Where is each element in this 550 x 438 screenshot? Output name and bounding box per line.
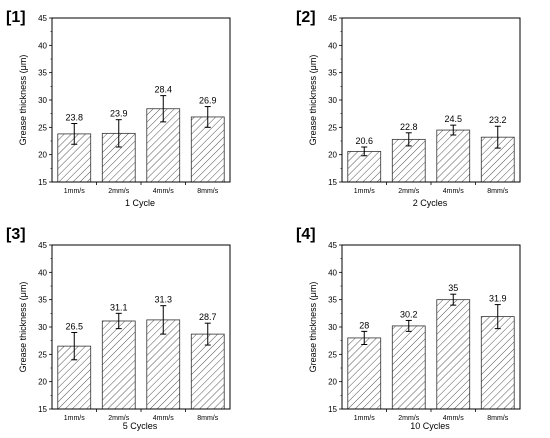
panel-tag: [1] xyxy=(6,9,26,26)
y-tick-label: 25 xyxy=(328,123,337,132)
x-tick-label: 1mm/s xyxy=(64,415,86,422)
y-tick-label: 30 xyxy=(328,323,337,332)
y-tick-label: 20 xyxy=(328,378,337,387)
data-label: 23.8 xyxy=(65,113,83,123)
y-tick-label: 25 xyxy=(38,123,47,132)
data-label: 28.4 xyxy=(154,85,172,95)
panel-tag: [2] xyxy=(296,9,316,26)
bar xyxy=(391,138,426,183)
y-tick-label: 30 xyxy=(328,96,337,105)
data-label: 35 xyxy=(448,283,458,293)
bar xyxy=(480,316,515,410)
x-axis-label: 10 Cycles xyxy=(410,421,450,431)
x-tick-label: 4mm/s xyxy=(443,188,465,195)
data-label: 23.9 xyxy=(110,109,128,119)
data-label: 24.5 xyxy=(444,114,462,124)
y-tick-label: 35 xyxy=(328,69,337,78)
x-tick-label: 8mm/s xyxy=(487,188,509,195)
x-tick-label: 1mm/s xyxy=(354,188,376,195)
data-label: 22.8 xyxy=(400,122,418,132)
x-axis-label: 2 Cycles xyxy=(413,198,448,208)
y-tick-label: 40 xyxy=(38,268,47,277)
y-tick-label: 25 xyxy=(38,350,47,359)
data-label: 28.7 xyxy=(199,312,217,322)
data-label: 20.6 xyxy=(355,136,373,146)
data-label: 26.9 xyxy=(199,96,217,106)
chart-panel-2: [2] Grease thickness (μm) 2 Cycles 20.6 1… xyxy=(296,9,521,208)
y-tick-label: 20 xyxy=(38,378,47,387)
y-tick-label: 15 xyxy=(328,178,337,187)
x-tick-label: 8mm/s xyxy=(197,188,219,195)
y-tick-label: 40 xyxy=(328,268,337,277)
y-tick-label: 30 xyxy=(38,323,47,332)
y-tick-label: 45 xyxy=(38,241,47,250)
y-tick-label: 15 xyxy=(328,405,337,414)
data-label: 31.3 xyxy=(154,295,172,305)
plot-frame xyxy=(51,244,231,410)
x-tick-label: 1mm/s xyxy=(354,415,376,422)
y-tick-label: 25 xyxy=(328,350,337,359)
chart-panel-1: [1] Grease thickness (μm) 1 Cycle 23.8 1m… xyxy=(6,9,231,208)
x-tick-label: 2mm/s xyxy=(398,188,420,195)
y-tick-label: 15 xyxy=(38,405,47,414)
data-label: 31.9 xyxy=(489,294,507,304)
bar xyxy=(436,299,471,410)
x-axis-label: 5 Cycles xyxy=(123,421,158,431)
x-tick-label: 4mm/s xyxy=(443,415,465,422)
data-label: 31.1 xyxy=(110,302,128,312)
y-axis-label: Grease thickness (μm) xyxy=(18,55,28,146)
x-tick-label: 1mm/s xyxy=(64,188,86,195)
chart-panel-3: [3] Grease thickness (μm) 5 Cycles 26.5 1… xyxy=(6,226,231,431)
panel-tag: [3] xyxy=(6,226,26,243)
y-tick-label: 45 xyxy=(38,14,47,23)
bar xyxy=(436,129,471,183)
data-label: 23.2 xyxy=(489,115,507,125)
y-tick-label: 45 xyxy=(328,14,337,23)
y-tick-label: 20 xyxy=(328,151,337,160)
y-tick-label: 20 xyxy=(38,151,47,160)
y-tick-label: 35 xyxy=(38,69,47,78)
x-tick-label: 4mm/s xyxy=(153,415,175,422)
y-tick-label: 35 xyxy=(38,296,47,305)
plot-frame xyxy=(341,244,521,410)
bar xyxy=(391,325,426,410)
x-tick-label: 2mm/s xyxy=(398,415,420,422)
y-tick-label: 35 xyxy=(328,296,337,305)
x-tick-label: 2mm/s xyxy=(108,415,130,422)
y-tick-label: 40 xyxy=(38,41,47,50)
chart-panel-4: [4] Grease thickness (μm) 10 Cycles 28 1m… xyxy=(296,226,521,431)
y-tick-label: 30 xyxy=(38,96,47,105)
bar xyxy=(347,337,382,410)
x-tick-label: 2mm/s xyxy=(108,188,130,195)
data-label: 28 xyxy=(359,320,369,330)
y-axis-label: Grease thickness (μm) xyxy=(308,55,318,146)
plot-frame xyxy=(51,17,231,183)
x-tick-label: 4mm/s xyxy=(153,188,175,195)
x-tick-label: 8mm/s xyxy=(487,415,509,422)
y-tick-label: 45 xyxy=(328,241,337,250)
x-axis-label: 1 Cycle xyxy=(125,198,155,208)
y-axis-label: Grease thickness (μm) xyxy=(18,282,28,373)
data-label: 30.2 xyxy=(400,309,418,319)
plot-frame xyxy=(341,17,521,183)
y-tick-label: 15 xyxy=(38,178,47,187)
data-label: 26.5 xyxy=(65,321,83,331)
bar xyxy=(101,320,136,410)
y-tick-label: 40 xyxy=(328,41,337,50)
panel-tag: [4] xyxy=(296,226,316,243)
y-axis-label: Grease thickness (μm) xyxy=(308,282,318,373)
x-tick-label: 8mm/s xyxy=(197,415,219,422)
